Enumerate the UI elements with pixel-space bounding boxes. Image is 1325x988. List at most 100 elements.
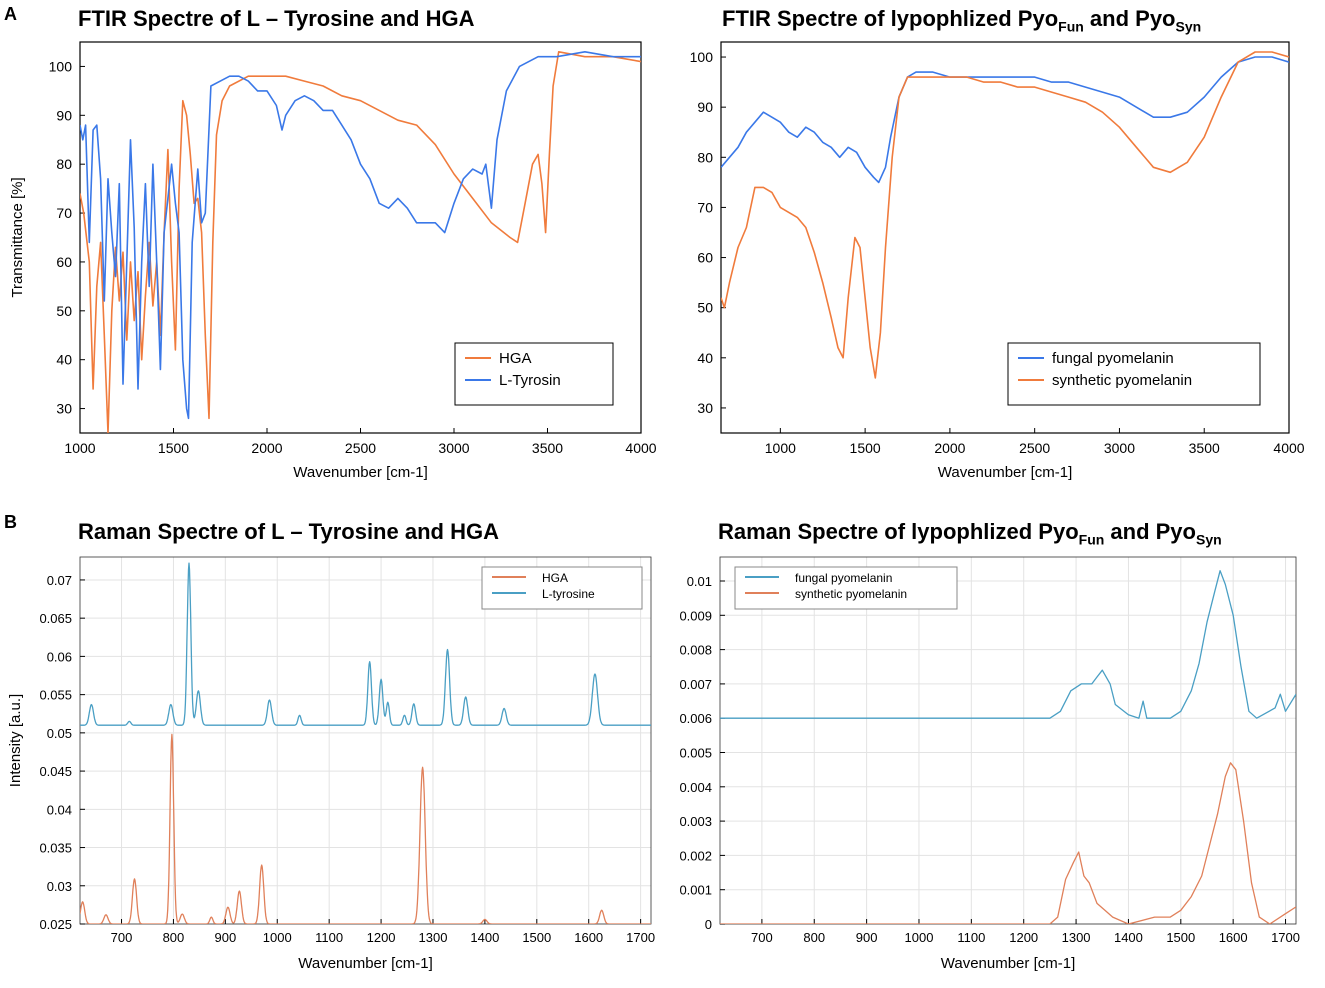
raman-tyrosine-title: Raman Spectre of L – Tyrosine and HGA — [78, 519, 499, 544]
panel-letter-b: B — [4, 512, 17, 532]
y-tick-label: 0.03 — [47, 879, 72, 894]
legend-box — [454, 342, 614, 406]
x-tick-label: 2500 — [345, 440, 376, 456]
y-tick-label: 100 — [49, 58, 73, 74]
y-tick-label: 0.035 — [39, 841, 72, 856]
y-tick-label: 100 — [690, 49, 714, 65]
legend-label: L-tyrosine — [542, 587, 595, 601]
y-tick-label: 0.009 — [679, 608, 712, 623]
x-axis-label: Wavenumber [cm-1] — [938, 464, 1072, 481]
y-axis-label: Transmittance [%] — [9, 177, 26, 297]
x-tick-label: 1500 — [850, 440, 881, 456]
legend-label: synthetic pyomelanin — [1052, 372, 1192, 389]
x-tick-label: 1600 — [1219, 930, 1248, 945]
legend-label: L-Tyrosin — [499, 372, 561, 389]
x-tick-label: 1400 — [1114, 930, 1143, 945]
y-axis-label: Intensity [a.u.] — [7, 694, 24, 787]
ftir-pyo-title-sub1: Fun — [1058, 18, 1084, 35]
raman-pyo-title-sub2: Syn — [1195, 531, 1222, 548]
raman-pyomelanin-title: Raman Spectre of lypophlized PyoFun and … — [718, 519, 1222, 547]
series-line-synthetic-pyomelanin — [721, 51, 1289, 379]
x-tick-label: 1000 — [263, 930, 292, 945]
x-tick-label: 1500 — [1166, 930, 1195, 945]
x-tick-label: 1300 — [419, 930, 448, 945]
y-tick-label: 0.045 — [39, 764, 72, 779]
series-line-l-tyrosine — [80, 562, 651, 726]
legend-label: synthetic pyomelanin — [795, 587, 907, 601]
x-tick-label: 3500 — [532, 440, 563, 456]
x-tick-label: 4000 — [1273, 440, 1304, 456]
y-tick-label: 0.06 — [47, 649, 72, 664]
y-tick-label: 40 — [697, 350, 713, 366]
legend: HGA L-tyrosine — [481, 566, 643, 610]
x-tick-label: 700 — [111, 930, 133, 945]
chart-ftir_pyo: 1000 1500 2000 2500 3000 3500 4000 30 40 50 60 70 80… — [690, 41, 1305, 481]
legend-label: fungal pyomelanin — [795, 571, 892, 585]
y-tick-label: 70 — [56, 205, 72, 221]
x-tick-label: 4000 — [625, 440, 656, 456]
series-line-fungal-pyomelanin — [721, 56, 1289, 184]
y-tick-label: 50 — [697, 300, 713, 316]
y-tick-label: 0.003 — [679, 814, 712, 829]
x-tick-label: 3500 — [1189, 440, 1220, 456]
raman-pyo-title-sub1: Fun — [1078, 531, 1105, 548]
y-tick-label: 40 — [56, 352, 72, 368]
y-tick-label: 0.005 — [679, 746, 712, 761]
y-tick-label: 30 — [56, 401, 72, 417]
x-axis-label: Wavenumber [cm-1] — [298, 955, 432, 972]
x-tick-label: 800 — [803, 930, 825, 945]
y-tick-label: 0.001 — [679, 883, 712, 898]
x-tick-label: 900 — [214, 930, 236, 945]
legend-box — [1007, 342, 1261, 406]
ftir-tyrosine-title: FTIR Spectre of L – Tyrosine and HGA — [78, 6, 475, 31]
x-tick-label: 900 — [856, 930, 878, 945]
x-tick-label: 1200 — [367, 930, 396, 945]
y-tick-label: 60 — [697, 250, 713, 266]
x-tick-label: 1200 — [1009, 930, 1038, 945]
y-tick-label: 0.065 — [39, 611, 72, 626]
y-tick-label: 90 — [56, 107, 72, 123]
x-tick-label: 800 — [163, 930, 185, 945]
y-tick-label: 0.05 — [47, 726, 72, 741]
ftir-pyo-title-part1: FTIR Spectre of lypophlized Pyo — [722, 6, 1059, 31]
x-tick-label: 1500 — [522, 930, 551, 945]
x-tick-label: 1000 — [905, 930, 934, 945]
ftir-pyo-title-sub2: Syn — [1175, 18, 1202, 35]
raman-pyo-title-part2: and Pyo — [1104, 519, 1196, 544]
legend-label: HGA — [542, 571, 568, 585]
ftir-pyo-title-part2: and Pyo — [1083, 6, 1176, 31]
y-tick-label: 0.01 — [687, 574, 712, 589]
y-tick-label: 80 — [697, 149, 713, 165]
panel-letter-a: A — [4, 4, 17, 24]
x-tick-label: 2000 — [934, 440, 965, 456]
y-tick-label: 30 — [697, 400, 713, 416]
y-tick-label: 50 — [56, 303, 72, 319]
y-tick-label: 0.025 — [39, 917, 72, 932]
x-axis-label: Wavenumber [cm-1] — [293, 464, 427, 481]
y-tick-label: 0.004 — [679, 780, 712, 795]
y-tick-label: 0.07 — [47, 573, 72, 588]
series-line-fungal-pyomelanin — [720, 570, 1296, 719]
x-tick-label: 2500 — [1019, 440, 1050, 456]
raman-pyo-title-part1: Raman Spectre of lypophlized Pyo — [718, 519, 1079, 544]
x-tick-label: 1300 — [1062, 930, 1091, 945]
x-tick-label: 1100 — [315, 930, 343, 945]
series-line-hga — [80, 51, 641, 433]
x-tick-label: 1700 — [1271, 930, 1300, 945]
y-tick-label: 60 — [56, 254, 72, 270]
series-line-synthetic-pyomelanin — [720, 762, 1296, 924]
x-axis-label: Wavenumber [cm-1] — [941, 955, 1075, 972]
y-tick-label: 80 — [56, 156, 72, 172]
series-line-hga — [80, 733, 651, 924]
y-tick-label: 0.04 — [47, 802, 72, 817]
x-tick-label: 700 — [751, 930, 773, 945]
chart-raman_pyo: 700 800 900 1000 1100 1200 1300 1400 1500 1600 170… — [679, 556, 1300, 972]
chart-ftir_tyr_hga: 1000 1500 2000 2500 3000 3500 4000 30 40 50 60 70 80… — [9, 41, 657, 481]
x-tick-label: 1700 — [626, 930, 655, 945]
x-tick-label: 2000 — [251, 440, 282, 456]
y-tick-label: 0.007 — [679, 677, 712, 692]
series-line-l-tyrosin — [80, 51, 641, 420]
x-tick-label: 1000 — [765, 440, 796, 456]
y-tick-label: 0.055 — [39, 688, 72, 703]
